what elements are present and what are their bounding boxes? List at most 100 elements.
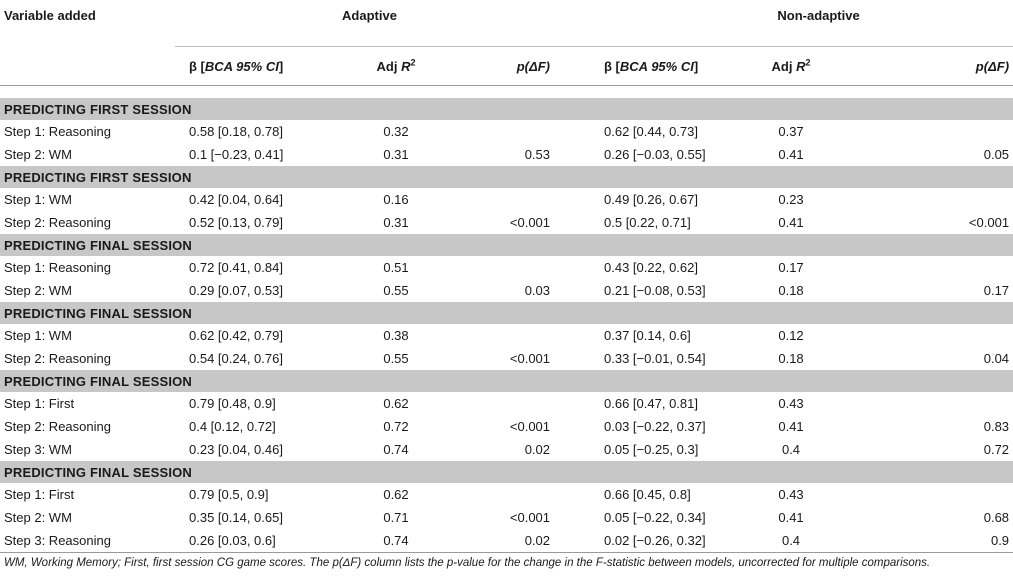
nonadaptive-p-cell: [821, 120, 1013, 143]
table-row: Step 1: First 0.79 [0.48, 0.9] 0.62 0.66 [0…: [0, 392, 1013, 415]
nonadaptive-beta-cell: 0.66 [0.47, 0.81]: [604, 396, 698, 411]
nonadaptive-p-cell: 0.68: [983, 510, 1010, 525]
step-label: Step 2: WM: [4, 283, 72, 298]
section-title: PREDICTING FINAL SESSION: [0, 234, 1013, 256]
adaptive-p-cell: 0.02: [524, 442, 551, 457]
table-row: Step 2: WM 0.29 [0.07, 0.53] 0.55 0.03 0.21 …: [0, 279, 1013, 302]
adaptive-beta-cell: 0.58 [0.18, 0.78]: [189, 124, 283, 139]
step-label: Step 1: Reasoning: [4, 124, 111, 139]
section-header: PREDICTING FINAL SESSION: [0, 461, 1013, 483]
nonadaptive-beta-cell: 0.5 [0.22, 0.71]: [604, 215, 691, 230]
adaptive-adjr2-cell: 0.71: [383, 510, 409, 525]
nonadaptive-p-cell: 0.72: [983, 442, 1010, 457]
table-row: Step 2: WM 0.35 [0.14, 0.65] 0.71 <0.001 0.0…: [0, 506, 1013, 529]
step-label: Step 1: First: [4, 487, 75, 502]
nonadaptive-p-cell: [821, 188, 1013, 211]
section-header: PREDICTING FINAL SESSION: [0, 234, 1013, 256]
step-label: Step 2: Reasoning: [4, 419, 111, 434]
section-title: PREDICTING FIRST SESSION: [0, 166, 1013, 188]
adaptive-p-cell: [426, 392, 564, 415]
nonadaptive-beta-cell: 0.37 [0.14, 0.6]: [604, 328, 691, 343]
table-row: Step 3: WM 0.23 [0.04, 0.46] 0.74 0.02 0.05 …: [0, 438, 1013, 461]
adaptive-adjr2-cell: 0.62: [383, 487, 409, 502]
adaptive-adjr2-cell: 0.51: [383, 260, 409, 275]
table-row: Step 2: WM 0.1 [−0.23, 0.41] 0.31 0.53 0.26 …: [0, 143, 1013, 166]
nonadaptive-p-cell: 0.17: [983, 283, 1010, 298]
nonadaptive-adjr2-cell: 0.4: [781, 442, 801, 457]
table-row: Step 2: Reasoning 0.54 [0.24, 0.76] 0.55 <0…: [0, 347, 1013, 370]
nonadaptive-beta-cell: 0.02 [−0.26, 0.32]: [564, 529, 762, 553]
adaptive-adjr2-cell: 0.31: [383, 215, 409, 230]
adaptive-adjr2-cell: 0.74: [383, 442, 409, 457]
adaptive-p-cell: <0.001: [509, 419, 551, 434]
nonadaptive-p-cell: 0.05: [983, 147, 1010, 162]
adaptive-adjr2-cell: 0.38: [383, 328, 409, 343]
regression-table: Variable added Adaptive Non-adaptive β […: [0, 0, 1013, 553]
adaptive-p-cell: 0.03: [524, 283, 551, 298]
header-beta-adaptive: β [BCA 95% CI]: [175, 46, 366, 86]
nonadaptive-beta-cell: 0.05 [−0.25, 0.3]: [604, 442, 699, 457]
header-row-groups: Variable added Adaptive Non-adaptive: [0, 0, 1013, 47]
adaptive-beta-cell: 0.52 [0.13, 0.79]: [189, 215, 283, 230]
nonadaptive-beta-cell: 0.66 [0.45, 0.8]: [604, 487, 691, 502]
section-title: PREDICTING FINAL SESSION: [0, 370, 1013, 392]
nonadaptive-p-cell: <0.001: [968, 215, 1010, 230]
adaptive-beta-cell: 0.1 [−0.23, 0.41]: [189, 147, 284, 162]
table-row: Step 1: First 0.79 [0.5, 0.9] 0.62 0.66 [0.…: [0, 483, 1013, 506]
adaptive-p-cell: [426, 256, 564, 279]
adaptive-beta-cell: 0.29 [0.07, 0.53]: [189, 283, 283, 298]
table-row: Step 1: Reasoning 0.72 [0.41, 0.84] 0.51 0.…: [0, 256, 1013, 279]
adaptive-beta-cell: 0.79 [0.5, 0.9]: [189, 487, 269, 502]
header-adjr2-nonadaptive: Adj R2: [761, 46, 822, 86]
adaptive-adjr2-cell: 0.74: [366, 529, 426, 553]
nonadaptive-adjr2-cell: 0.17: [778, 260, 804, 275]
adaptive-adjr2-cell: 0.31: [383, 147, 409, 162]
nonadaptive-beta-cell: 0.62 [0.44, 0.73]: [604, 124, 698, 139]
adaptive-p-cell: 0.02: [426, 529, 565, 553]
step-label: Step 2: Reasoning: [4, 351, 111, 366]
nonadaptive-beta-cell: 0.03 [−0.22, 0.37]: [604, 419, 706, 434]
nonadaptive-p-cell: [821, 483, 1013, 506]
step-label: Step 2: Reasoning: [4, 215, 111, 230]
adaptive-p-cell: [426, 120, 564, 143]
adaptive-beta-cell: 0.62 [0.42, 0.79]: [189, 328, 283, 343]
header-nonadaptive: Non-adaptive: [777, 8, 860, 23]
adaptive-beta-cell: 0.72 [0.41, 0.84]: [189, 260, 283, 275]
table-footnote: WM, Working Memory; First, first session…: [4, 557, 931, 569]
step-label: Step 1: WM: [4, 328, 72, 343]
adaptive-adjr2-cell: 0.32: [383, 124, 409, 139]
adaptive-beta-cell: 0.26 [0.03, 0.6]: [175, 529, 366, 553]
nonadaptive-adjr2-cell: 0.12: [778, 328, 804, 343]
nonadaptive-adjr2-cell: 0.43: [778, 396, 804, 411]
nonadaptive-p-cell: 0.04: [983, 351, 1010, 366]
adaptive-p-cell: <0.001: [509, 510, 551, 525]
adaptive-beta-cell: 0.35 [0.14, 0.65]: [189, 510, 283, 525]
nonadaptive-adjr2-cell: 0.18: [778, 283, 804, 298]
nonadaptive-adjr2-cell: 0.23: [778, 192, 804, 207]
step-label: Step 3: Reasoning: [0, 529, 175, 553]
adaptive-p-cell: <0.001: [509, 351, 551, 366]
nonadaptive-adjr2-cell: 0.43: [778, 487, 804, 502]
section-title: PREDICTING FINAL SESSION: [0, 302, 1013, 324]
adaptive-p-cell: [426, 324, 564, 347]
table-row: Step 2: Reasoning 0.4 [0.12, 0.72] 0.72 <0.…: [0, 415, 1013, 438]
nonadaptive-beta-cell: 0.33 [−0.01, 0.54]: [604, 351, 706, 366]
section-title: PREDICTING FINAL SESSION: [0, 461, 1013, 483]
nonadaptive-p-cell: 0.9: [821, 529, 1013, 553]
nonadaptive-beta-cell: 0.26 [−0.03, 0.55]: [604, 147, 706, 162]
nonadaptive-beta-cell: 0.21 [−0.08, 0.53]: [604, 283, 706, 298]
nonadaptive-p-cell: 0.83: [983, 419, 1010, 434]
adaptive-adjr2-cell: 0.62: [383, 396, 409, 411]
step-label: Step 3: WM: [4, 442, 72, 457]
table-row: Step 1: Reasoning 0.58 [0.18, 0.78] 0.32 0.…: [0, 120, 1013, 143]
nonadaptive-adjr2-cell: 0.41: [778, 215, 804, 230]
step-label: Step 1: First: [4, 396, 75, 411]
header-row-columns: β [BCA 95% CI] Adj R2 p(ΔF) β [BCA 95% C…: [0, 46, 1013, 86]
nonadaptive-beta-cell: 0.05 [−0.22, 0.34]: [604, 510, 706, 525]
table-row: Step 1: WM 0.42 [0.04, 0.64] 0.16 0.49 [0.2…: [0, 188, 1013, 211]
nonadaptive-beta-cell: 0.43 [0.22, 0.62]: [604, 260, 698, 275]
nonadaptive-adjr2-cell: 0.18: [778, 351, 804, 366]
header-adaptive: Adaptive: [342, 8, 397, 23]
adaptive-p-cell: <0.001: [509, 215, 551, 230]
adaptive-beta-cell: 0.42 [0.04, 0.64]: [189, 192, 283, 207]
